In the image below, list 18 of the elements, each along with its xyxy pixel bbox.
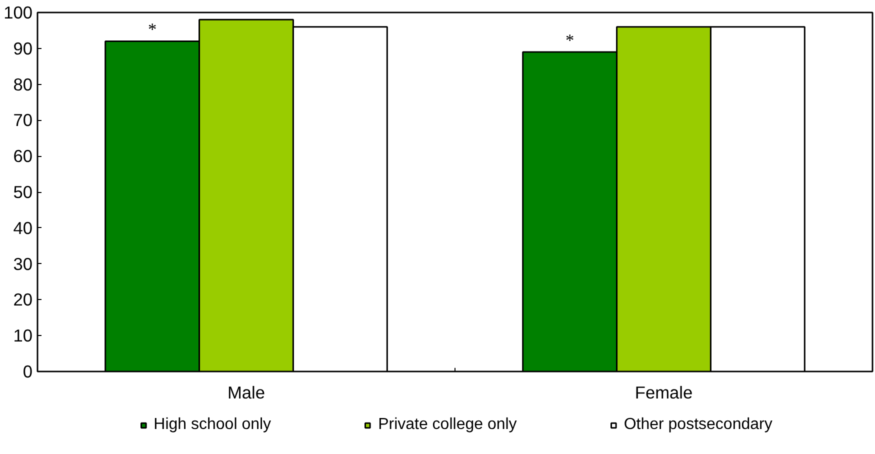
- annotation: *: [148, 20, 157, 40]
- legend-label: High school only: [154, 416, 272, 434]
- y-tick-label: 30: [13, 254, 33, 274]
- y-tick-label: 60: [13, 146, 33, 166]
- y-tick-label: 70: [13, 110, 33, 130]
- y-tick-label: 80: [13, 74, 33, 94]
- y-tick-label: 50: [13, 182, 33, 202]
- x-tick-label: Female: [634, 382, 693, 402]
- y-tick-label: 20: [13, 290, 33, 310]
- legend-label: Other postsecondary: [624, 416, 772, 434]
- y-tick-label: 40: [13, 218, 33, 238]
- legend-label: Private college only: [378, 416, 517, 434]
- x-tick-label: Male: [227, 382, 266, 402]
- annotation: *: [565, 30, 574, 50]
- y-tick-label: 90: [13, 38, 33, 58]
- y-tick-label: 100: [4, 2, 33, 22]
- y-tick-label: 0: [22, 362, 33, 382]
- y-tick-label: 10: [13, 326, 33, 346]
